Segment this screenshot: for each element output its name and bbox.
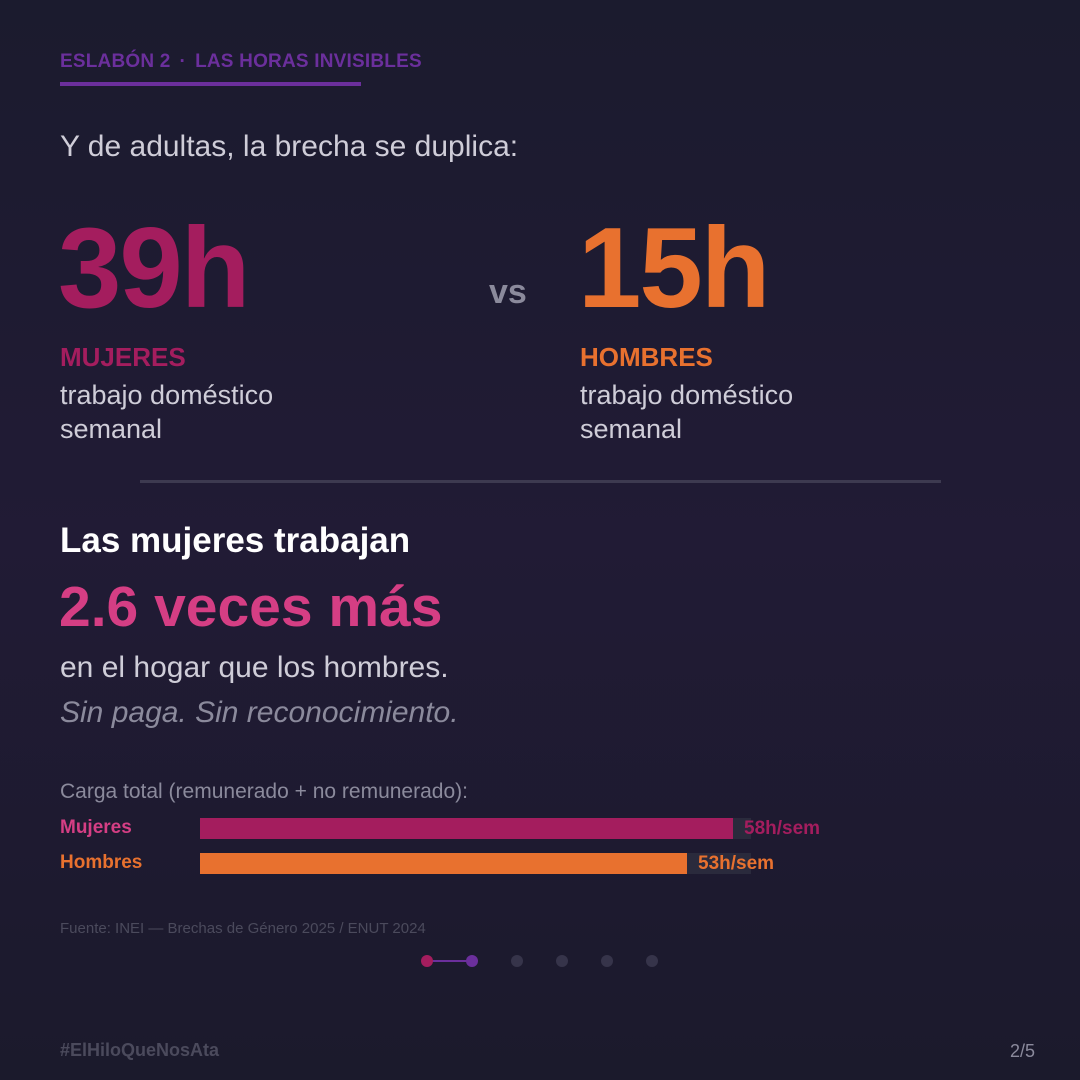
- bar-track-men: [200, 853, 751, 874]
- men-desc-line-2: semanal: [580, 414, 683, 444]
- bar-label-men: Hombres: [60, 852, 143, 873]
- women-description: trabajo doméstico semanal: [60, 378, 360, 446]
- section-kicker: ESLABÓN 2 · LAS HORAS INVISIBLES: [60, 51, 422, 73]
- kicker-part-1: ESLABÓN 2: [60, 51, 171, 72]
- section-divider: [140, 480, 941, 483]
- progress-dot: [601, 955, 613, 967]
- progress-dot: [466, 955, 478, 967]
- statement-heading: Las mujeres trabajan: [60, 521, 411, 560]
- progress-dot: [421, 955, 433, 967]
- slide-progress-indicator: [420, 953, 660, 969]
- statement-tail: en el hogar que los hombres.: [60, 651, 449, 684]
- statement-highlight: 2.6 veces más: [59, 575, 443, 639]
- versus-label: vs: [489, 273, 527, 311]
- women-hours-value: 39h: [58, 205, 250, 332]
- women-desc-line-1: trabajo doméstico: [60, 380, 274, 410]
- bar-value-men: 53h/sem: [698, 853, 775, 874]
- men-label: HOMBRES: [580, 342, 713, 372]
- progress-connector: [428, 960, 473, 962]
- bar-label-women: Mujeres: [60, 817, 132, 838]
- bar-fill-women: [200, 818, 733, 839]
- men-desc-line-1: trabajo doméstico: [580, 380, 794, 410]
- progress-dot: [646, 955, 658, 967]
- men-hours-value: 15h: [578, 205, 770, 332]
- source-note: Fuente: INEI — Brechas de Género 2025 / …: [60, 920, 426, 937]
- kicker-part-2: LAS HORAS INVISIBLES: [195, 51, 422, 72]
- women-desc-line-2: semanal: [60, 414, 163, 444]
- bar-value-women: 58h/sem: [744, 818, 821, 839]
- men-description: trabajo doméstico semanal: [580, 378, 880, 446]
- intro-text: Y de adultas, la brecha se duplica:: [60, 130, 519, 163]
- hashtag: #ElHiloQueNosAta: [60, 1040, 220, 1060]
- progress-dot: [511, 955, 523, 967]
- progress-dot: [556, 955, 568, 967]
- kicker-separator: ·: [179, 51, 187, 72]
- page-counter: 2/5: [1009, 1041, 1035, 1061]
- kicker-underline: [60, 82, 361, 86]
- bar-fill-men: [200, 853, 687, 874]
- bar-track-women: [200, 818, 751, 839]
- statement-italic: Sin paga. Sin reconocimiento.: [60, 696, 459, 729]
- total-load-title: Carga total (remunerado + no remunerado)…: [60, 780, 468, 803]
- women-label: MUJERES: [60, 342, 186, 372]
